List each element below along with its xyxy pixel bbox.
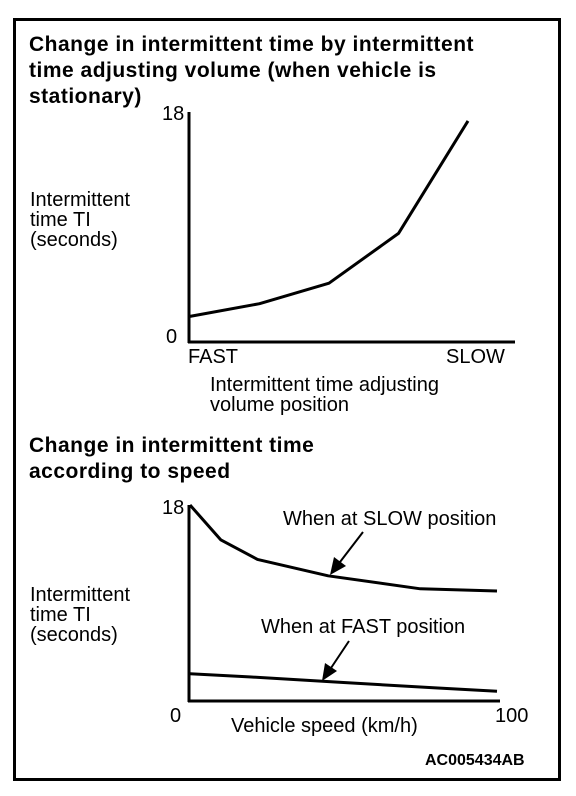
chart1-series-line-1 (189, 120, 470, 318)
slow-arrowhead (330, 557, 346, 575)
chart1-xlabel: Intermittent time adjusting volume posit… (210, 374, 439, 416)
chart1-xtick-fast: FAST (188, 346, 239, 368)
chart2-xtick-max: 100 (495, 705, 529, 727)
figure-code: AC005434AB (425, 752, 525, 769)
slow-position-annotation: When at SLOW position (283, 508, 497, 530)
figure-frame (13, 18, 561, 781)
chart2-title: Change in intermittent time according to… (29, 434, 315, 483)
chart1-xtick-slow: SLOW (446, 346, 505, 368)
chart2-series-line-1 (188, 504, 498, 593)
chart2-series-line-2 (189, 672, 498, 693)
series-layer (188, 120, 498, 693)
chart1-ylabel: Intermittent time TI (seconds) (30, 189, 131, 251)
fast-arrowhead (322, 663, 337, 681)
fast-position-annotation: When at FAST position (261, 616, 466, 638)
chart2-ylabel: Intermittent time TI (seconds) (30, 584, 131, 646)
fast-leader-line (330, 640, 350, 669)
chart1-ytick-min: 0 (166, 326, 178, 348)
chart2-xlabel: Vehicle speed (km/h) (231, 715, 418, 737)
chart2-ytick-max: 18 (162, 497, 185, 519)
chart1-ytick-max: 18 (162, 103, 185, 125)
chart1-title: Change in intermittent time by intermitt… (29, 33, 475, 108)
slow-leader-line (339, 531, 364, 563)
chart2-xtick-min: 0 (170, 705, 182, 727)
